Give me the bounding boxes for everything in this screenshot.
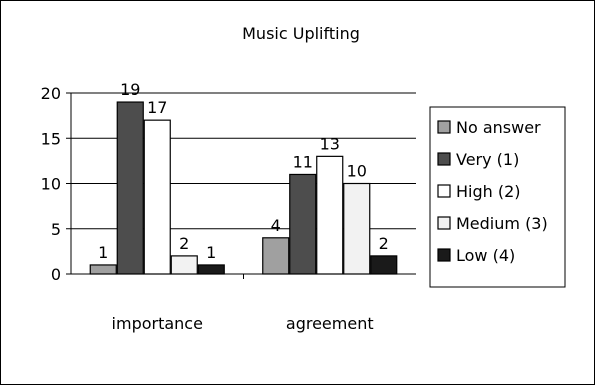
legend-swatch <box>437 248 451 262</box>
data-label: 11 <box>293 152 313 171</box>
data-label: 2 <box>179 234 189 253</box>
bar-4-0 <box>197 264 225 275</box>
bar-2-1 <box>316 155 344 275</box>
data-label: 19 <box>120 80 140 99</box>
data-label: 17 <box>147 98 167 117</box>
legend-label: Very (1) <box>456 150 519 169</box>
legend-swatch <box>437 216 451 230</box>
y-tick-label: 10 <box>41 175 61 194</box>
legend-swatch <box>437 152 451 166</box>
data-label: 10 <box>347 162 367 181</box>
data-label: 4 <box>271 216 281 235</box>
data-label: 13 <box>320 134 340 153</box>
bar-0-1 <box>262 237 290 275</box>
legend-swatch <box>437 184 451 198</box>
bars <box>89 101 398 275</box>
legend-swatch <box>437 120 451 134</box>
bar-1-0 <box>116 101 144 275</box>
data-label: 2 <box>379 234 389 253</box>
legend-box <box>429 106 566 288</box>
legend-label: High (2) <box>456 182 521 201</box>
axes: 0 5 10 15 20 importance agreement <box>41 84 416 333</box>
chart-title: Music Uplifting <box>242 24 360 43</box>
data-label: 1 <box>206 243 216 262</box>
y-tick-label: 15 <box>41 129 61 148</box>
bar-3-0 <box>170 255 198 275</box>
y-tick-label: 5 <box>51 220 61 239</box>
bar-3-1 <box>343 182 371 275</box>
legend-label: No answer <box>456 118 541 137</box>
bar-2-0 <box>143 119 171 275</box>
legend-label: Medium (3) <box>456 214 548 233</box>
legend: No answer Very (1) High (2) Medium (3) Low (… <box>429 106 566 288</box>
legend-label: Low (4) <box>456 246 515 265</box>
y-tick-label: 0 <box>51 265 61 284</box>
y-tick-label: 20 <box>41 84 61 103</box>
bar-1-1 <box>289 173 317 275</box>
x-category-label: importance <box>112 314 203 333</box>
bar-0-0 <box>89 264 117 275</box>
data-label: 1 <box>98 243 108 262</box>
x-category-label: agreement <box>286 314 374 333</box>
bar-4-1 <box>370 255 398 275</box>
